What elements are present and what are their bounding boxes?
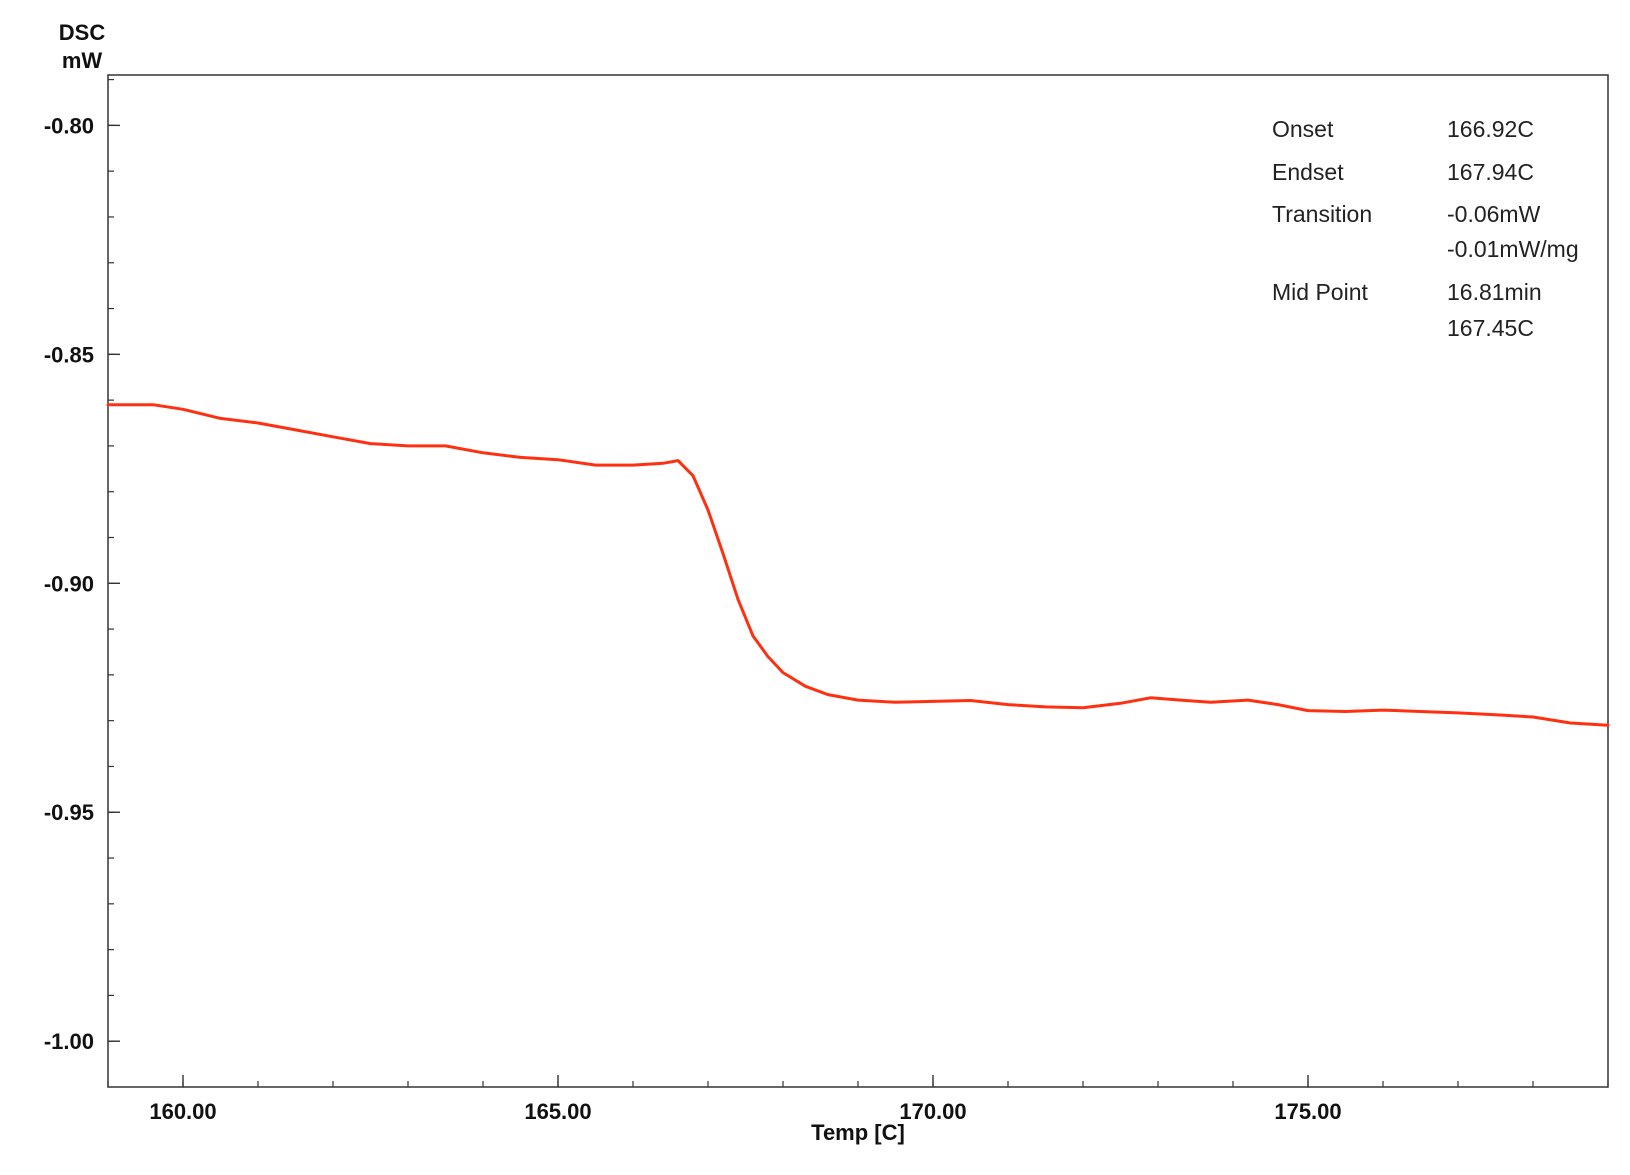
y-tick-label: -0.90: [44, 571, 94, 596]
y-axis-title-line2: mW: [62, 48, 103, 73]
annotation-label: Transition: [1272, 201, 1372, 227]
y-tick-label: -0.80: [44, 113, 94, 138]
x-axis-title: Temp [C]: [811, 1120, 905, 1145]
annotation-box: Onset 166.92C Endset 167.94C Transition -0.06…: [1272, 116, 1579, 341]
y-tick-label: -1.00: [44, 1029, 94, 1054]
plot-frame: [107, 74, 1609, 1088]
axis-tick-labels: 160.00 165.00 170.00 175.00 -0.80 -0.85 -0.90 -…: [44, 113, 1342, 1124]
x-tick-label: 160.00: [149, 1099, 216, 1124]
annotation-value: 16.81min: [1447, 279, 1542, 305]
series-line-dsc: [106, 403, 1610, 727]
annotation-value: 166.92C: [1447, 116, 1534, 142]
annotation-label: Onset: [1272, 116, 1334, 142]
x-tick-label: 175.00: [1274, 1099, 1341, 1124]
x-tick-label: 165.00: [524, 1099, 591, 1124]
annotation-label: Mid Point: [1272, 279, 1368, 305]
axis-ticks: [107, 78, 1609, 1087]
x-tick-label: 170.00: [899, 1099, 966, 1124]
series-layer: [106, 403, 1610, 727]
annotation-value: 167.94C: [1447, 159, 1534, 185]
annotation-value: -0.06mW: [1447, 201, 1541, 227]
annotation-value: 167.45C: [1447, 315, 1534, 341]
y-tick-label: -0.95: [44, 800, 94, 825]
annotation-value: -0.01mW/mg: [1447, 236, 1579, 262]
y-axis-title-line1: DSC: [59, 20, 106, 45]
y-tick-label: -0.85: [44, 342, 94, 367]
annotation-label: Endset: [1272, 159, 1344, 185]
